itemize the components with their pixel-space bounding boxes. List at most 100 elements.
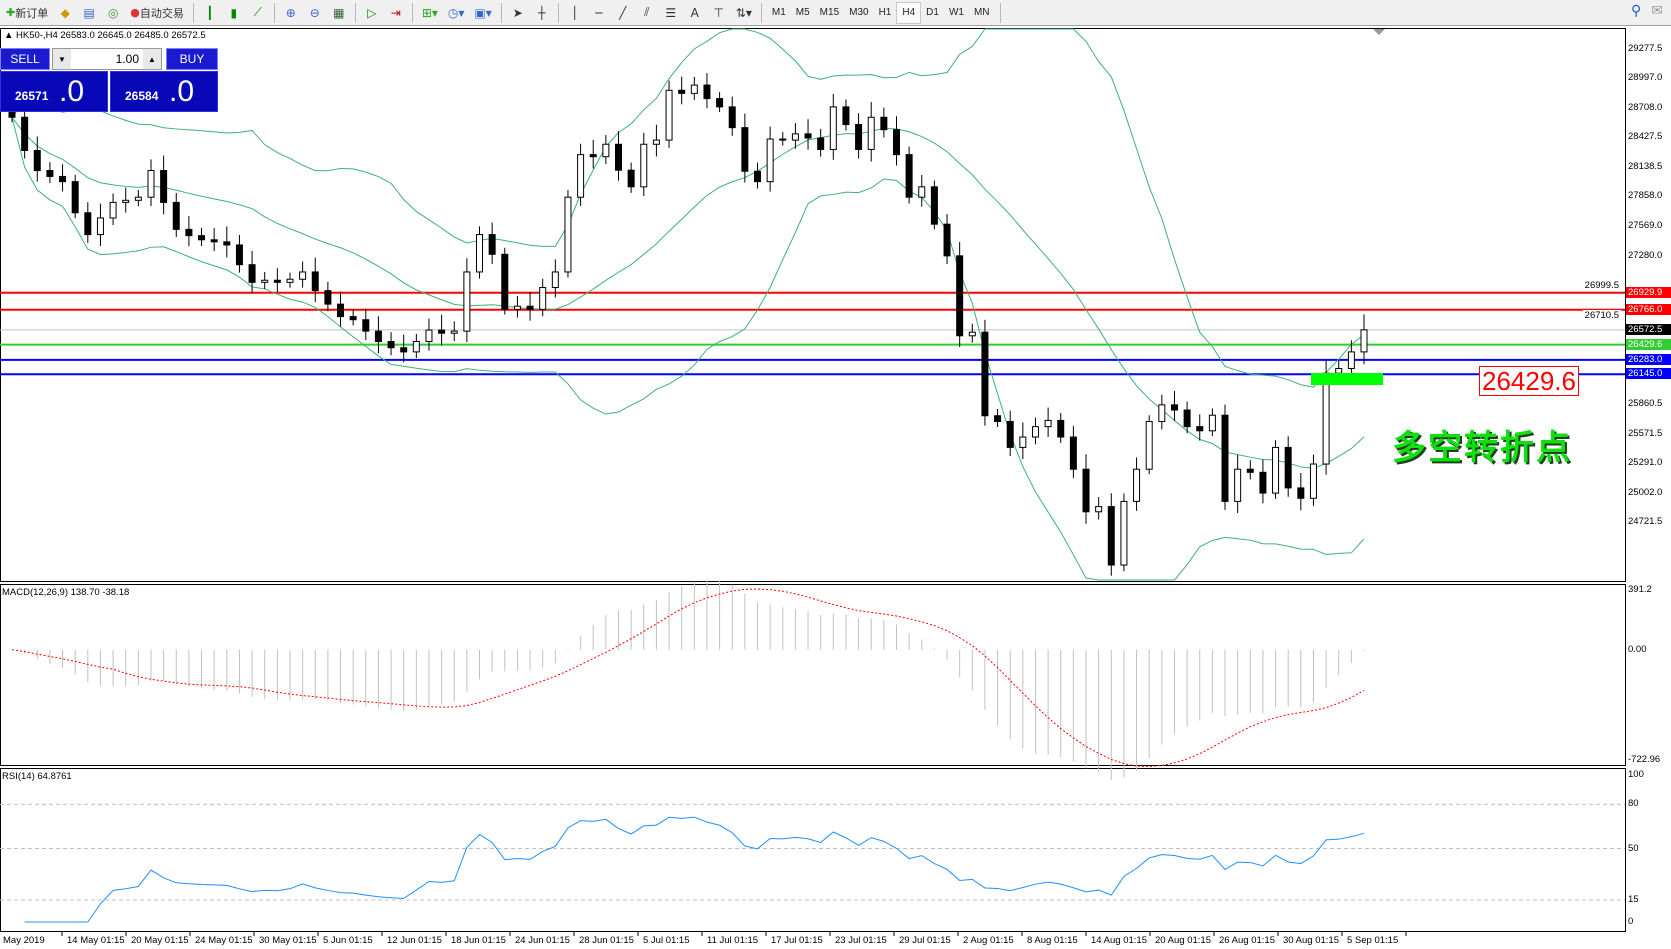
candle-body (602, 143, 610, 158)
price-tick-label: 27280.0 (1628, 250, 1663, 262)
text-label-icon: ⊤ (713, 5, 724, 20)
zoom-in-icon: ⊕ (285, 5, 296, 20)
candlestick-button[interactable]: ▮ (223, 2, 245, 24)
tile-windows-button[interactable]: ▦ (328, 2, 350, 24)
zoom-out-button[interactable]: ⊖ (304, 2, 326, 24)
signals-button[interactable]: ◎ (102, 2, 124, 24)
timeframe-m5[interactable]: M5 (795, 7, 810, 18)
autoscroll-button[interactable]: ▷ (361, 2, 383, 24)
candle-body (640, 143, 648, 188)
timeframe-w1[interactable]: W1 (948, 7, 964, 18)
periods-button[interactable]: ◷▾ (444, 2, 469, 24)
search-icon[interactable]: ⚲ (1631, 3, 1642, 19)
candle-body (842, 106, 850, 126)
rsi-tick-label: 15 (1628, 893, 1639, 905)
candle-body (1019, 436, 1027, 448)
timeframe-h4[interactable]: H4 (896, 1, 922, 24)
fibonacci-button[interactable]: ☰ (660, 2, 682, 24)
templates-button[interactable]: ▣▾ (470, 2, 495, 24)
auto-trading-button[interactable]: ● 自动交易 (130, 6, 184, 20)
separator (192, 2, 194, 23)
timeframe-d1[interactable]: D1 (926, 7, 939, 18)
time-tick-label: 14 Aug 01:15 (1091, 935, 1147, 946)
new-order-button[interactable]: ✚ 新订单 (6, 6, 49, 20)
candle-body (678, 89, 686, 94)
time-tick-label: 2 Aug 01:15 (963, 935, 1014, 946)
vertical-line-button[interactable]: │ (564, 2, 586, 24)
price-tick-label: 26710.5 (1582, 309, 1621, 321)
level-price-tag: 26283.0 (1626, 353, 1671, 365)
buy-price-button[interactable]: 26584 .0 (110, 71, 218, 112)
candle-body (488, 234, 496, 255)
timeframe-h1[interactable]: H1 (878, 7, 892, 18)
candle-body (1272, 446, 1280, 494)
timeframe-m30[interactable]: M30 (849, 7, 869, 18)
candle-body (311, 271, 319, 292)
trendline-icon: ╱ (619, 5, 627, 20)
candle-body (96, 217, 104, 236)
separator (354, 2, 356, 23)
candle-body (867, 116, 875, 150)
candle-body (387, 341, 395, 349)
candle-body (918, 186, 926, 198)
timeframe-mn[interactable]: MN (973, 7, 990, 18)
timeframe-m1[interactable]: M1 (771, 7, 786, 18)
zoom-in-button[interactable]: ⊕ (280, 2, 302, 24)
time-tick-label: 14 May 01:15 (67, 935, 125, 946)
candle-body (400, 347, 408, 353)
time-tick-label: 29 Jul 01:15 (899, 935, 951, 946)
candle-body (615, 143, 623, 171)
chart-area[interactable] (0, 27, 1671, 949)
market-watch-button[interactable]: ▤ (78, 2, 100, 24)
candle-body (324, 290, 332, 305)
main-pane-border (0, 28, 1626, 582)
increase-lot-button[interactable]: ▲ (143, 49, 161, 69)
candle-body (804, 133, 812, 139)
crosshair-button[interactable]: ┼ (531, 2, 553, 24)
equidistant-channel-button[interactable]: ⫽ (636, 2, 658, 24)
right-tools: ⚲ ✉ (1631, 3, 1663, 19)
text-button[interactable]: A (684, 2, 706, 24)
candle-body (476, 234, 484, 273)
annotation-text[interactable]: 多空转折点 (1392, 428, 1572, 468)
time-tick-label: 18 Jun 01:15 (451, 935, 506, 946)
sell-button[interactable]: SELL (0, 48, 50, 70)
horizontal-line-button[interactable]: ─ (588, 2, 610, 24)
candle-body (1158, 404, 1166, 422)
separator (500, 2, 502, 23)
timeframe-m15[interactable]: M15 (819, 7, 840, 18)
sell-price-button[interactable]: 26571 .0 (0, 71, 108, 112)
candle-body (880, 116, 888, 131)
indicators-button[interactable]: ⊞▾ (418, 2, 442, 24)
bollinger-middle (11, 116, 1365, 469)
chat-icon[interactable]: ✉ (1651, 3, 1663, 19)
chart-shift-button[interactable]: ⇥ (385, 2, 407, 24)
zoom-out-icon: ⊖ (309, 5, 320, 20)
line-chart-button[interactable]: ⟋ (247, 2, 269, 24)
strategy-tester-button[interactable]: ◆ (54, 2, 76, 24)
price-label-box[interactable]: 26429.6 (1479, 366, 1579, 396)
price-tick-label: 25002.0 (1628, 486, 1663, 498)
candle-body (1120, 500, 1128, 566)
candle-body (248, 264, 256, 283)
candle-body (627, 169, 635, 188)
vertical-line-icon: │ (571, 5, 579, 20)
price-tick-label: 25571.5 (1628, 427, 1663, 439)
templates-icon: ▣▾ (474, 5, 492, 20)
arrows-button[interactable]: ⇅▾ (732, 2, 756, 24)
highlight-rectangle[interactable] (1311, 373, 1383, 385)
tile-windows-icon: ▦ (333, 5, 345, 20)
decrease-lot-button[interactable]: ▼ (53, 49, 71, 69)
bar-chart-button[interactable]: ┃ (199, 2, 221, 24)
buy-button[interactable]: BUY (166, 48, 218, 70)
cursor-button[interactable]: ➤ (507, 2, 529, 24)
trendline-button[interactable]: ╱ (612, 2, 634, 24)
text-label-button[interactable]: ⊤ (708, 2, 730, 24)
level-price-tag: 26766.0 (1626, 303, 1671, 315)
lot-size-stepper[interactable]: ▼ 1.00 ▲ (52, 48, 162, 70)
candle-body (766, 138, 774, 183)
time-tick-label: 12 Jun 01:15 (387, 935, 442, 946)
candle-body (1284, 446, 1292, 489)
macd-tick-label: 0.00 (1628, 643, 1647, 655)
lot-size-input[interactable]: 1.00 (115, 52, 139, 66)
